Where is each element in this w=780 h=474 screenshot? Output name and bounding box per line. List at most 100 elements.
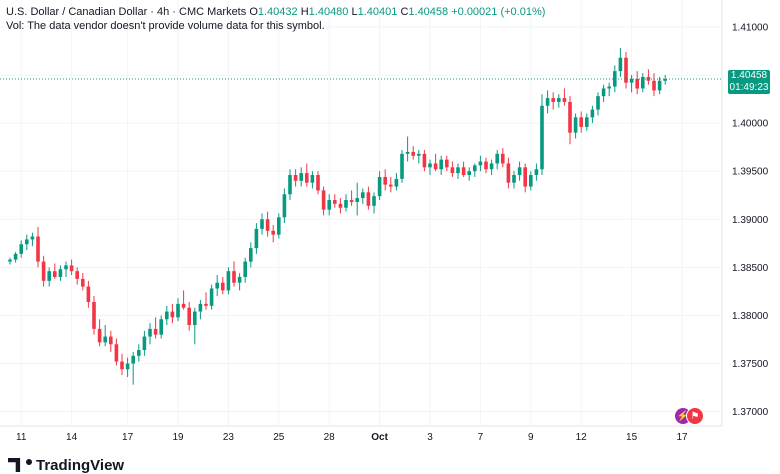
candle-body	[512, 175, 516, 183]
candle	[103, 325, 107, 347]
candle	[377, 171, 382, 201]
candle-body	[47, 271, 51, 281]
candle-body	[215, 282, 219, 289]
candle-body	[265, 219, 270, 231]
candle	[646, 69, 651, 85]
candle-body	[372, 196, 376, 206]
candle-body	[81, 278, 85, 287]
candle	[568, 96, 572, 145]
candle	[97, 319, 102, 347]
candle	[316, 171, 320, 195]
candle-body	[657, 80, 662, 91]
symbol-title[interactable]: U.S. Dollar / Canadian Dollar · 4h · CMC…	[6, 6, 247, 18]
last-price-value: 1.40458	[730, 70, 768, 81]
candle-body	[349, 200, 354, 202]
candle	[400, 150, 404, 183]
candle	[618, 48, 623, 77]
candle	[114, 338, 119, 366]
candle	[176, 298, 180, 322]
x-tick-label: 3	[427, 432, 433, 443]
x-tick-label: 17	[676, 432, 688, 443]
low-label: L	[351, 6, 358, 18]
candle	[232, 261, 236, 287]
candle-body	[165, 311, 169, 320]
candle	[663, 75, 667, 85]
candle	[321, 186, 326, 216]
candle-body	[361, 192, 365, 199]
candle	[243, 257, 247, 283]
candle-body	[506, 163, 511, 183]
candle	[473, 163, 477, 177]
candle	[439, 155, 443, 176]
x-tick-label: 17	[122, 432, 134, 443]
candle	[8, 257, 12, 265]
candle-body	[484, 161, 488, 170]
candle-body	[86, 286, 91, 302]
candle	[389, 176, 393, 193]
candle-body	[635, 78, 639, 89]
candle-body	[557, 98, 561, 102]
candle	[445, 155, 449, 172]
candle-body	[652, 80, 656, 91]
candle-body	[523, 167, 527, 187]
candle-body	[607, 86, 611, 89]
candle	[613, 65, 617, 93]
candle	[19, 240, 23, 258]
candle-body	[305, 173, 309, 183]
candle	[344, 194, 348, 212]
candle-body	[383, 176, 387, 185]
grid	[0, 0, 722, 426]
candle	[506, 157, 511, 189]
candle-body	[321, 190, 326, 210]
candle	[305, 163, 309, 187]
candle	[405, 136, 410, 162]
candle-body	[467, 171, 471, 176]
candle	[41, 255, 46, 287]
x-tick-label: 19	[172, 432, 184, 443]
candle-body	[338, 203, 343, 208]
candle	[36, 226, 40, 268]
candle-body	[58, 269, 63, 277]
tradingview-logo[interactable]: TradingView	[8, 456, 124, 474]
candle	[512, 171, 516, 189]
flag-icon[interactable]: ⚑	[686, 407, 704, 425]
candle-body	[433, 163, 438, 170]
candle	[181, 290, 186, 310]
x-tick-label: 9	[528, 432, 534, 443]
candle	[467, 167, 471, 181]
candle	[288, 169, 292, 201]
y-tick-label: 1.38000	[732, 311, 769, 322]
candle-body	[590, 109, 595, 118]
candle	[13, 251, 18, 263]
candle-body	[131, 355, 135, 364]
candle-body	[663, 78, 667, 81]
candle-body	[439, 159, 443, 170]
candle	[333, 194, 337, 208]
candle	[209, 284, 214, 310]
y-tick-label: 1.39000	[732, 215, 769, 226]
candle	[226, 267, 231, 295]
candle-body	[529, 175, 533, 187]
bar-countdown: 01:49:23	[729, 82, 769, 93]
high-label: H	[300, 6, 309, 18]
candle	[170, 303, 175, 324]
candle	[69, 259, 74, 276]
candle-body	[187, 307, 191, 326]
candle	[657, 76, 662, 95]
candle-body	[142, 336, 147, 351]
candle-body	[450, 167, 455, 174]
candle-body	[271, 230, 275, 235]
candle-body	[125, 363, 130, 370]
candle	[142, 330, 147, 356]
candle	[495, 150, 499, 170]
candle-body	[478, 161, 483, 166]
candle-body	[30, 236, 35, 240]
candle-body	[473, 165, 477, 172]
candle-body	[456, 167, 460, 174]
y-tick-label: 1.41000	[732, 22, 769, 33]
candle-body	[596, 96, 600, 110]
candle	[92, 296, 96, 335]
candle-body	[629, 78, 634, 83]
candle-body	[618, 57, 623, 72]
